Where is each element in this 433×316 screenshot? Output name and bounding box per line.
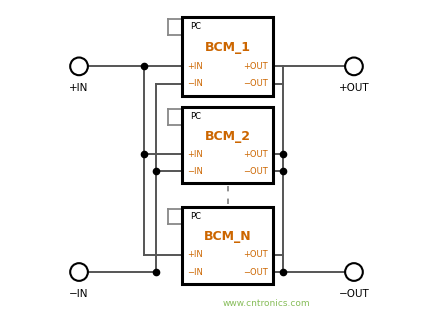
Text: −OUT: −OUT — [339, 289, 369, 299]
Bar — [182, 17, 273, 96]
Text: −IN: −IN — [69, 289, 89, 299]
Text: +IN: +IN — [187, 150, 203, 159]
Text: −OUT: −OUT — [243, 268, 268, 276]
Text: +IN: +IN — [187, 251, 203, 259]
Text: PC: PC — [190, 212, 200, 221]
Text: www.cntronics.com: www.cntronics.com — [223, 299, 310, 308]
Text: BCM_1: BCM_1 — [204, 41, 251, 54]
Text: +IN: +IN — [69, 83, 89, 93]
Bar — [182, 207, 273, 284]
Text: −IN: −IN — [187, 79, 204, 88]
Bar — [182, 107, 273, 183]
Text: BCM_2: BCM_2 — [204, 130, 251, 143]
Text: +OUT: +OUT — [243, 251, 268, 259]
Text: PC: PC — [190, 22, 200, 31]
Text: −OUT: −OUT — [243, 167, 268, 176]
Text: +OUT: +OUT — [243, 62, 268, 71]
Text: +OUT: +OUT — [339, 83, 369, 93]
Text: +OUT: +OUT — [243, 150, 268, 159]
Text: −IN: −IN — [187, 268, 204, 276]
Text: BCM_N: BCM_N — [204, 230, 252, 243]
Text: +IN: +IN — [187, 62, 203, 71]
Text: −IN: −IN — [187, 167, 204, 176]
Text: −OUT: −OUT — [243, 79, 268, 88]
Text: PC: PC — [190, 112, 200, 121]
